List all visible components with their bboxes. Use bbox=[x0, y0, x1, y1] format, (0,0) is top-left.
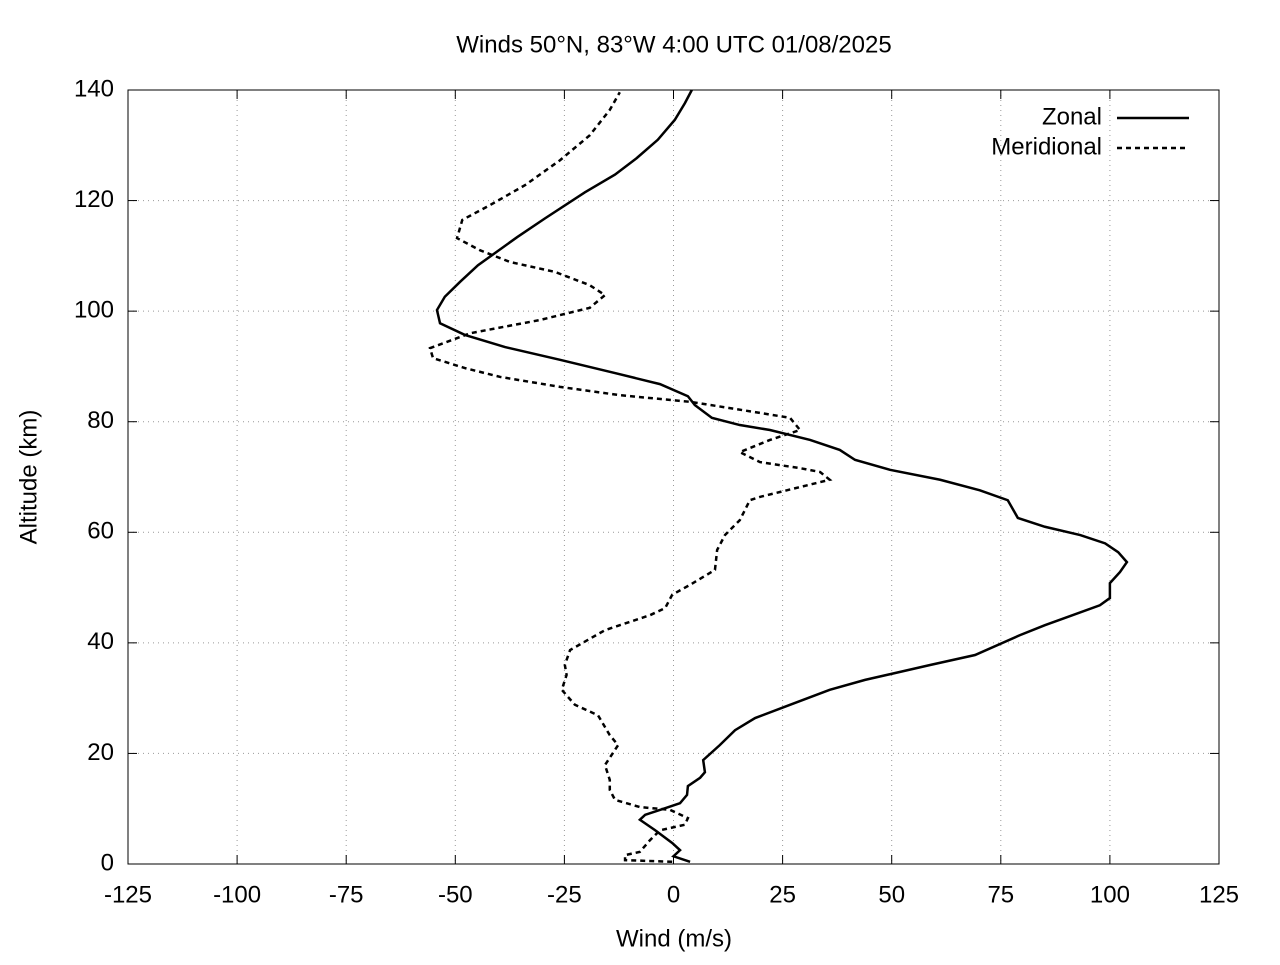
x-tick-label: 0 bbox=[667, 881, 680, 908]
y-tick-label: 120 bbox=[74, 186, 114, 213]
x-tick-label: 125 bbox=[1199, 881, 1239, 908]
y-tick-label: 60 bbox=[87, 518, 114, 545]
x-tick-label: -25 bbox=[547, 881, 582, 908]
legend-label: Meridional bbox=[991, 133, 1102, 160]
wind-line bbox=[428, 91, 833, 864]
y-axis-label: Altitude (km) bbox=[15, 410, 42, 545]
y-tick-label: 140 bbox=[74, 75, 114, 102]
x-tick-label: -75 bbox=[329, 881, 364, 908]
x-tick-label: -125 bbox=[104, 881, 152, 908]
wind-line bbox=[435, 89, 1129, 863]
x-tick-label: 75 bbox=[987, 881, 1014, 908]
legend-label: Zonal bbox=[1042, 103, 1102, 130]
y-tick-label: 40 bbox=[87, 628, 114, 655]
x-tick-label: 100 bbox=[1090, 881, 1130, 908]
x-tick-label: 25 bbox=[769, 881, 796, 908]
x-tick-label: -100 bbox=[213, 881, 261, 908]
plot-frame bbox=[127, 89, 1220, 865]
y-tick-label: 80 bbox=[87, 407, 114, 434]
x-tick-label: -50 bbox=[438, 881, 473, 908]
y-tick-label: 20 bbox=[87, 739, 114, 766]
x-axis-label: Wind (m/s) bbox=[616, 925, 732, 952]
chart-title: Winds 50°N, 83°W 4:00 UTC 01/08/2025 bbox=[456, 31, 891, 58]
y-tick-label: 0 bbox=[101, 849, 114, 876]
y-tick-label: 100 bbox=[74, 296, 114, 323]
x-tick-label: 50 bbox=[878, 881, 905, 908]
